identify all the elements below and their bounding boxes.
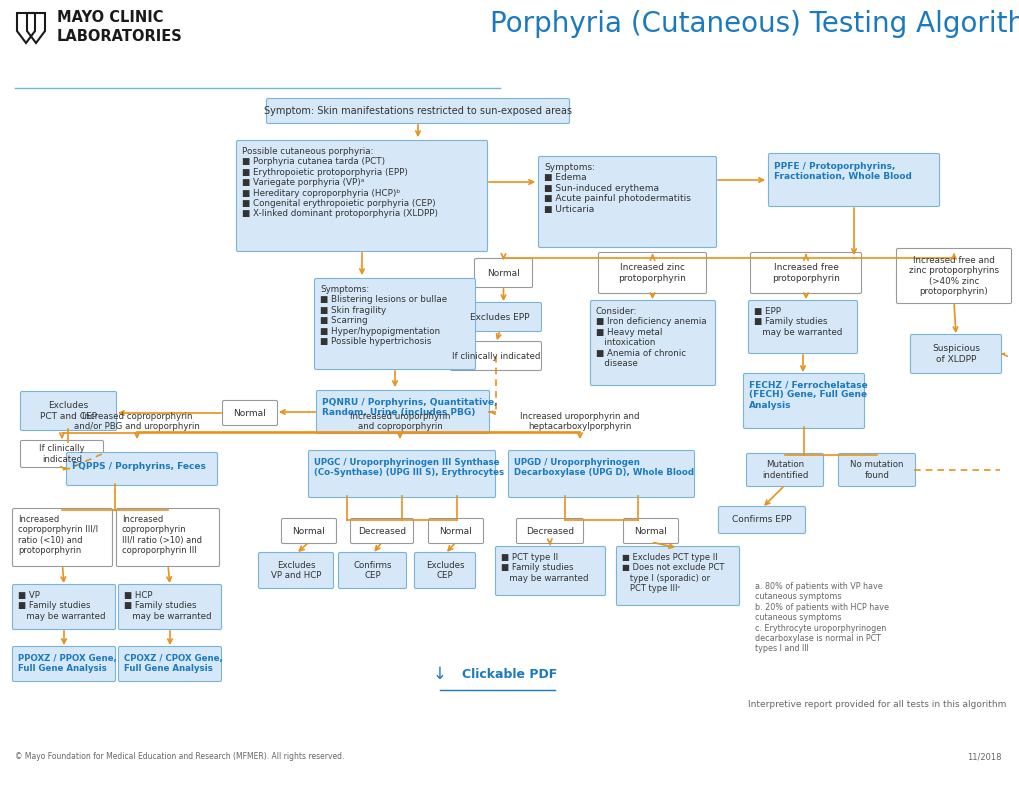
Text: Clickable PDF: Clickable PDF [462, 668, 556, 681]
FancyBboxPatch shape [743, 374, 864, 429]
Text: Increased uroporphyrin
and coproporphyrin: Increased uroporphyrin and coproporphyri… [350, 412, 449, 431]
FancyBboxPatch shape [281, 519, 336, 544]
FancyBboxPatch shape [767, 154, 938, 206]
FancyBboxPatch shape [222, 400, 277, 426]
FancyBboxPatch shape [12, 646, 115, 682]
FancyBboxPatch shape [118, 585, 221, 630]
FancyBboxPatch shape [516, 519, 583, 544]
FancyBboxPatch shape [838, 454, 915, 486]
Text: © Mayo Foundation for Medical Education and Research (MFMER). All rights reserve: © Mayo Foundation for Medical Education … [15, 752, 344, 761]
Text: Normal: Normal [439, 526, 472, 536]
Text: Excludes
CEP: Excludes CEP [425, 561, 464, 580]
Text: Confirms
CEP: Confirms CEP [353, 561, 391, 580]
Text: Normal: Normal [233, 408, 266, 418]
Text: FQPPS / Porphyrins, Feces: FQPPS / Porphyrins, Feces [72, 462, 206, 471]
Text: ■ Excludes PCT type II
■ Does not exclude PCT
   type I (sporadic) or
   PCT typ: ■ Excludes PCT type II ■ Does not exclud… [622, 553, 723, 593]
Text: Possible cutaneous porphyria:
■ Porphyria cutanea tarda (PCT)
■ Erythropoietic p: Possible cutaneous porphyria: ■ Porphyri… [242, 147, 437, 218]
FancyBboxPatch shape [314, 278, 475, 370]
Text: Increased zinc
protoporphyrin: Increased zinc protoporphyrin [618, 263, 686, 283]
FancyBboxPatch shape [538, 157, 715, 247]
FancyBboxPatch shape [598, 252, 706, 293]
Text: Symptoms:
■ Edema
■ Sun-induced erythema
■ Acute painful photodermatitis
■ Urtic: Symptoms: ■ Edema ■ Sun-induced erythema… [543, 163, 690, 214]
Text: If clinically indicated: If clinically indicated [451, 351, 540, 360]
Text: ■ VP
■ Family studies
   may be warranted: ■ VP ■ Family studies may be warranted [18, 591, 105, 621]
Text: Increased uroporphyrin and
heptacarboxylporphyrin: Increased uroporphyrin and heptacarboxyl… [520, 412, 639, 431]
FancyBboxPatch shape [750, 252, 861, 293]
Text: Mutation
indentified: Mutation indentified [761, 460, 807, 480]
FancyBboxPatch shape [474, 258, 532, 288]
Text: Porphyria (Cutaneous) Testing Algorithm*: Porphyria (Cutaneous) Testing Algorithm* [489, 10, 1019, 38]
Text: If clinically
indicated: If clinically indicated [39, 444, 85, 463]
Text: Consider:
■ Iron deficiency anemia
■ Heavy metal
   intoxication
■ Anemia of chr: Consider: ■ Iron deficiency anemia ■ Hea… [595, 307, 706, 368]
Text: a. 80% of patients with VP have
cutaneous symptoms
b. 20% of patients with HCP h: a. 80% of patients with VP have cutaneou… [754, 582, 889, 653]
FancyBboxPatch shape [414, 552, 475, 589]
Text: PPFE / Protoporphyrins,
Fractionation, Whole Blood: PPFE / Protoporphyrins, Fractionation, W… [773, 162, 911, 181]
FancyBboxPatch shape [66, 452, 217, 485]
FancyBboxPatch shape [590, 300, 714, 385]
Text: FECHZ / Ferrochelatase
(FECH) Gene, Full Gene
Analysis: FECHZ / Ferrochelatase (FECH) Gene, Full… [748, 380, 867, 410]
Text: Increased
coproporphyrin
III/I ratio (>10) and
coproporphyrin III: Increased coproporphyrin III/I ratio (>1… [122, 515, 202, 556]
Text: CPOXZ / CPOX Gene,
Full Gene Analysis: CPOXZ / CPOX Gene, Full Gene Analysis [124, 654, 223, 674]
Text: Decreased: Decreased [358, 526, 406, 536]
FancyBboxPatch shape [12, 508, 112, 567]
FancyBboxPatch shape [308, 451, 495, 497]
FancyBboxPatch shape [351, 519, 413, 544]
FancyBboxPatch shape [428, 519, 483, 544]
Text: ■ HCP
■ Family studies
   may be warranted: ■ HCP ■ Family studies may be warranted [124, 591, 211, 621]
FancyBboxPatch shape [896, 248, 1011, 303]
FancyBboxPatch shape [338, 552, 407, 589]
Text: Excludes
VP and HCP: Excludes VP and HCP [271, 561, 321, 580]
Text: Excludes
PCT and CEP: Excludes PCT and CEP [40, 401, 97, 421]
Text: Increased free and
zinc protoporphyrins
(>40% zinc
protoporphyrin): Increased free and zinc protoporphyrins … [908, 256, 998, 296]
Text: MAYO CLINIC
LABORATORIES: MAYO CLINIC LABORATORIES [57, 10, 182, 43]
Text: ↓: ↓ [433, 665, 446, 683]
FancyBboxPatch shape [266, 98, 569, 124]
FancyBboxPatch shape [236, 140, 487, 251]
Text: Symptoms:
■ Blistering lesions or bullae
■ Skin fragility
■ Scarring
■ Hyper/hyp: Symptoms: ■ Blistering lesions or bullae… [320, 285, 446, 346]
Text: Normal: Normal [487, 269, 520, 277]
FancyBboxPatch shape [116, 508, 219, 567]
Text: Normal: Normal [634, 526, 666, 536]
Text: PPOXZ / PPOX Gene,
Full Gene Analysis: PPOXZ / PPOX Gene, Full Gene Analysis [18, 654, 117, 674]
FancyBboxPatch shape [20, 440, 103, 467]
FancyBboxPatch shape [746, 454, 822, 486]
FancyBboxPatch shape [12, 585, 115, 630]
FancyBboxPatch shape [623, 519, 678, 544]
FancyBboxPatch shape [316, 391, 489, 433]
Text: Increased
coproporphyrin III/I
ratio (<10) and
protoporphyrin: Increased coproporphyrin III/I ratio (<1… [18, 515, 98, 556]
FancyBboxPatch shape [450, 341, 541, 370]
FancyBboxPatch shape [748, 300, 857, 354]
Text: Confirms EPP: Confirms EPP [732, 515, 791, 525]
Text: Suspicious
of XLDPP: Suspicious of XLDPP [931, 344, 979, 364]
Text: Interpretive report provided for all tests in this algorithm: Interpretive report provided for all tes… [747, 700, 1006, 709]
FancyBboxPatch shape [717, 507, 805, 533]
FancyBboxPatch shape [495, 547, 605, 596]
Text: Decreased: Decreased [526, 526, 574, 536]
Text: UPGD / Uroporphyrinogen
Decarboxylase (UPG D), Whole Blood: UPGD / Uroporphyrinogen Decarboxylase (U… [514, 458, 693, 478]
Text: ■ EPP
■ Family studies
   may be warranted: ■ EPP ■ Family studies may be warranted [753, 307, 842, 336]
Text: PQNRU / Porphyrins, Quantitative,
Random, Urine (includes PBG): PQNRU / Porphyrins, Quantitative, Random… [322, 398, 497, 418]
FancyBboxPatch shape [615, 547, 739, 605]
Text: ■ PCT type II
■ Family studies
   may be warranted: ■ PCT type II ■ Family studies may be wa… [500, 553, 588, 583]
Text: Excludes EPP: Excludes EPP [470, 313, 529, 322]
FancyBboxPatch shape [20, 392, 116, 430]
FancyBboxPatch shape [258, 552, 333, 589]
Text: Symptom: Skin manifestations restricted to sun-exposed areas: Symptom: Skin manifestations restricted … [264, 106, 572, 116]
Text: 11/2018: 11/2018 [966, 752, 1001, 761]
Text: UPGC / Uroporphyrinogen III Synthase
(Co-Synthase) (UPG III S), Erythrocytes: UPGC / Uroporphyrinogen III Synthase (Co… [314, 458, 503, 478]
FancyBboxPatch shape [910, 334, 1001, 374]
Text: Normal: Normal [292, 526, 325, 536]
Text: No mutation
found: No mutation found [850, 460, 903, 480]
FancyBboxPatch shape [118, 646, 221, 682]
FancyBboxPatch shape [508, 451, 694, 497]
FancyBboxPatch shape [459, 303, 541, 332]
Text: Increased free
protoporphyrin: Increased free protoporphyrin [771, 263, 839, 283]
Text: Increased coproporphyrin
and/or PBG and uroporphyrin: Increased coproporphyrin and/or PBG and … [74, 412, 200, 431]
